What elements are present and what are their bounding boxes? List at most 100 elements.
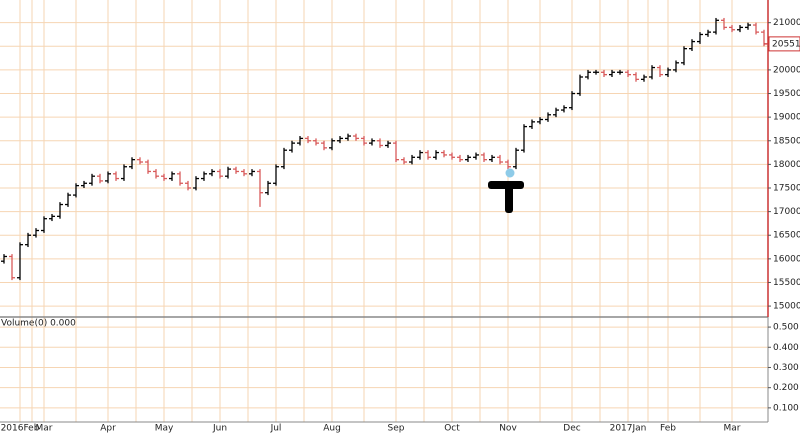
ohlc-bar [369, 138, 375, 146]
ohlc-bar [393, 140, 399, 163]
ohlc-bar [681, 46, 687, 66]
ohlc-bar [577, 74, 583, 96]
x-tick-label: Sep [388, 424, 405, 434]
ohlc-bar [513, 147, 519, 170]
ohlc-bar [721, 17, 727, 30]
ohlc-bar [481, 152, 487, 163]
ohlc-bar [713, 17, 719, 35]
ohlc-bar [305, 136, 311, 144]
y-tick-label: 18500 [773, 136, 800, 146]
ohlc-bar [217, 169, 223, 179]
ohlc-bar [641, 74, 647, 82]
x-tick-label: Nov [499, 424, 517, 434]
x-tick-label: Dec [563, 424, 580, 434]
ohlc-bar [505, 159, 511, 170]
ohlc-bar [385, 140, 391, 148]
ohlc-bar [529, 119, 535, 129]
ohlc-bar [737, 25, 743, 33]
ohlc-bar [553, 107, 559, 118]
y-tick-label: 21000 [773, 18, 800, 28]
ohlc-bar [585, 69, 591, 80]
ohlc-bar [705, 29, 711, 37]
ohlc-bar [153, 169, 159, 179]
y-tick-label: 18000 [773, 160, 800, 170]
y-tick-label: 16000 [773, 254, 800, 264]
x-tick-label: Feb [660, 424, 676, 434]
ohlc-bar [129, 157, 135, 170]
ohlc-bar [337, 136, 343, 144]
ohlc-bar [537, 117, 543, 125]
y-tick-label: 0.100 [773, 403, 799, 413]
ohlc-bar [593, 69, 599, 75]
x-tick-label: Mar [724, 424, 741, 434]
ohlc-bar [57, 202, 63, 219]
ohlc-bar [657, 65, 663, 77]
ohlc-bar [465, 154, 471, 163]
x-tick-label: May [155, 424, 174, 434]
ohlc-bar [65, 192, 71, 207]
x-tick-label: Aug [323, 424, 341, 434]
y-tick-label: 19500 [773, 89, 800, 99]
ohlc-bar [401, 157, 407, 165]
ohlc-bar [617, 69, 623, 75]
ohlc-bar [113, 171, 119, 181]
y-tick-label: 15500 [773, 278, 800, 288]
volume-label: Volume(0) 0.000 [1, 319, 76, 329]
ohlc-bar [545, 112, 551, 122]
ohlc-bar [137, 157, 143, 165]
ohlc-bar [417, 150, 423, 160]
last-price-label: 20551 [772, 39, 800, 49]
ohlc-bar [33, 228, 39, 238]
ohlc-bar [1, 254, 7, 264]
ohlc-bar [569, 91, 575, 111]
ohlc-bar [81, 180, 87, 188]
ohlc-bar [209, 169, 215, 177]
ohlc-bar [233, 166, 239, 174]
x-tick-label: Apr [100, 424, 116, 434]
ohlc-bar [17, 242, 23, 281]
ohlc-bar [41, 216, 47, 233]
ohlc-bar [521, 124, 527, 153]
ohlc-bar [265, 180, 271, 196]
ohlc-bar [193, 176, 199, 191]
ohlc-bar [489, 154, 495, 163]
y-tick-label: 16500 [773, 231, 800, 241]
ohlc-bar [257, 169, 263, 207]
ohlc-bar [753, 22, 759, 35]
ohlc-bar [425, 150, 431, 160]
ohlc-bar [281, 147, 287, 170]
price-bars [1, 17, 767, 281]
ohlc-bar [649, 65, 655, 80]
cursor-dot [505, 168, 515, 178]
ohlc-bar [89, 173, 95, 186]
y-tick-label: 20000 [773, 65, 800, 75]
cursor [488, 181, 524, 213]
ohlc-bar [561, 105, 567, 113]
y-tick-label: 0.500 [773, 323, 799, 333]
ohlc-bar [361, 136, 367, 146]
x-tick-label: Jun [212, 424, 227, 434]
ohlc-bar [345, 133, 351, 141]
ohlc-bar [273, 164, 279, 186]
ohlc-bar [185, 180, 191, 191]
ohlc-bar [377, 138, 383, 148]
ohlc-bar [121, 164, 127, 181]
y-tick-label: 19000 [773, 113, 800, 123]
ohlc-bar [697, 32, 703, 44]
ohlc-bar [329, 138, 335, 151]
ohlc-bar [225, 166, 231, 179]
ohlc-bar [473, 152, 479, 160]
ohlc-bar [289, 140, 295, 153]
y-tick-label: 0.300 [773, 363, 799, 373]
ohlc-bar [745, 22, 751, 30]
ohlc-bar [457, 154, 463, 163]
ohlc-bar [201, 171, 207, 181]
axes: 15000 15500 16000 16500 17000 17500 18000 18500… [1, 18, 800, 434]
ohlc-bar [689, 39, 695, 52]
ohlc-bar [433, 150, 439, 160]
grid [0, 0, 768, 422]
ohlc-bar [441, 150, 447, 158]
ohlc-bar [497, 154, 503, 165]
ohlc-bar [673, 60, 679, 73]
